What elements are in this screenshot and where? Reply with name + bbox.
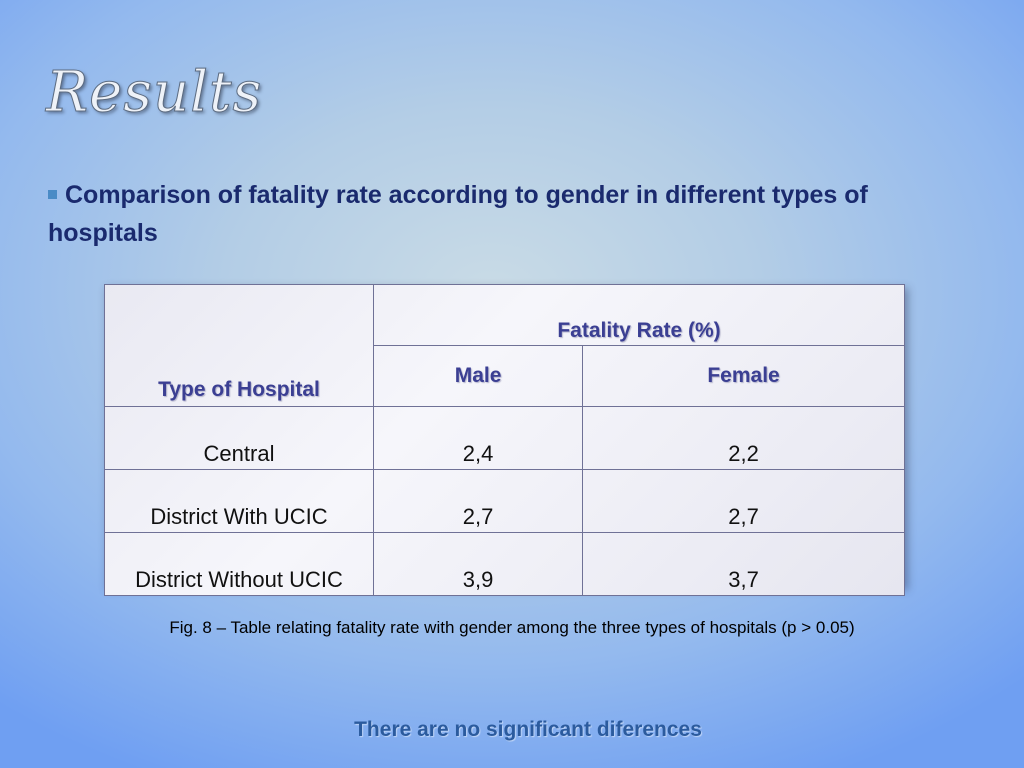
figure-caption: Fig. 8 – Table relating fatality rate wi… — [169, 618, 855, 637]
cell-female-rate: 3,7 — [582, 532, 905, 596]
fatality-table-container: Type of Hospital Fatality Rate (%) Male … — [104, 284, 905, 596]
bullet-text: Comparison of fatality rate according to… — [48, 181, 868, 247]
table-row: Central 2,4 2,2 — [104, 406, 905, 470]
conclusion-text: There are no significant diferences — [354, 718, 702, 741]
header-type-of-hospital: Type of Hospital — [104, 284, 374, 407]
table-header-row: Type of Hospital Fatality Rate (%) — [104, 284, 905, 407]
slide-title: Results — [45, 60, 263, 126]
cell-hospital-type: District With UCIC — [104, 469, 374, 533]
table-row: District With UCIC 2,7 2,7 — [104, 469, 905, 533]
cell-hospital-type: District Without UCIC — [104, 532, 374, 596]
table-subheader-row: Male Female — [105, 345, 905, 407]
table-row: District Without UCIC 3,9 3,7 — [104, 532, 905, 596]
header-male: Male — [372, 345, 584, 407]
header-fatality-rate: Fatality Rate (%) — [373, 284, 905, 346]
cell-male-rate: 2,4 — [372, 406, 584, 470]
cell-hospital-type: Central — [104, 406, 374, 470]
fatality-table: Type of Hospital Fatality Rate (%) Male … — [104, 284, 905, 596]
cell-male-rate: 3,9 — [372, 532, 584, 596]
bullet-item: Comparison of fatality rate according to… — [48, 176, 978, 252]
cell-male-rate: 2,7 — [372, 469, 584, 533]
bullet-square-icon — [48, 189, 57, 199]
header-female: Female — [582, 345, 905, 407]
cell-female-rate: 2,2 — [582, 406, 905, 470]
cell-female-rate: 2,7 — [582, 469, 905, 533]
